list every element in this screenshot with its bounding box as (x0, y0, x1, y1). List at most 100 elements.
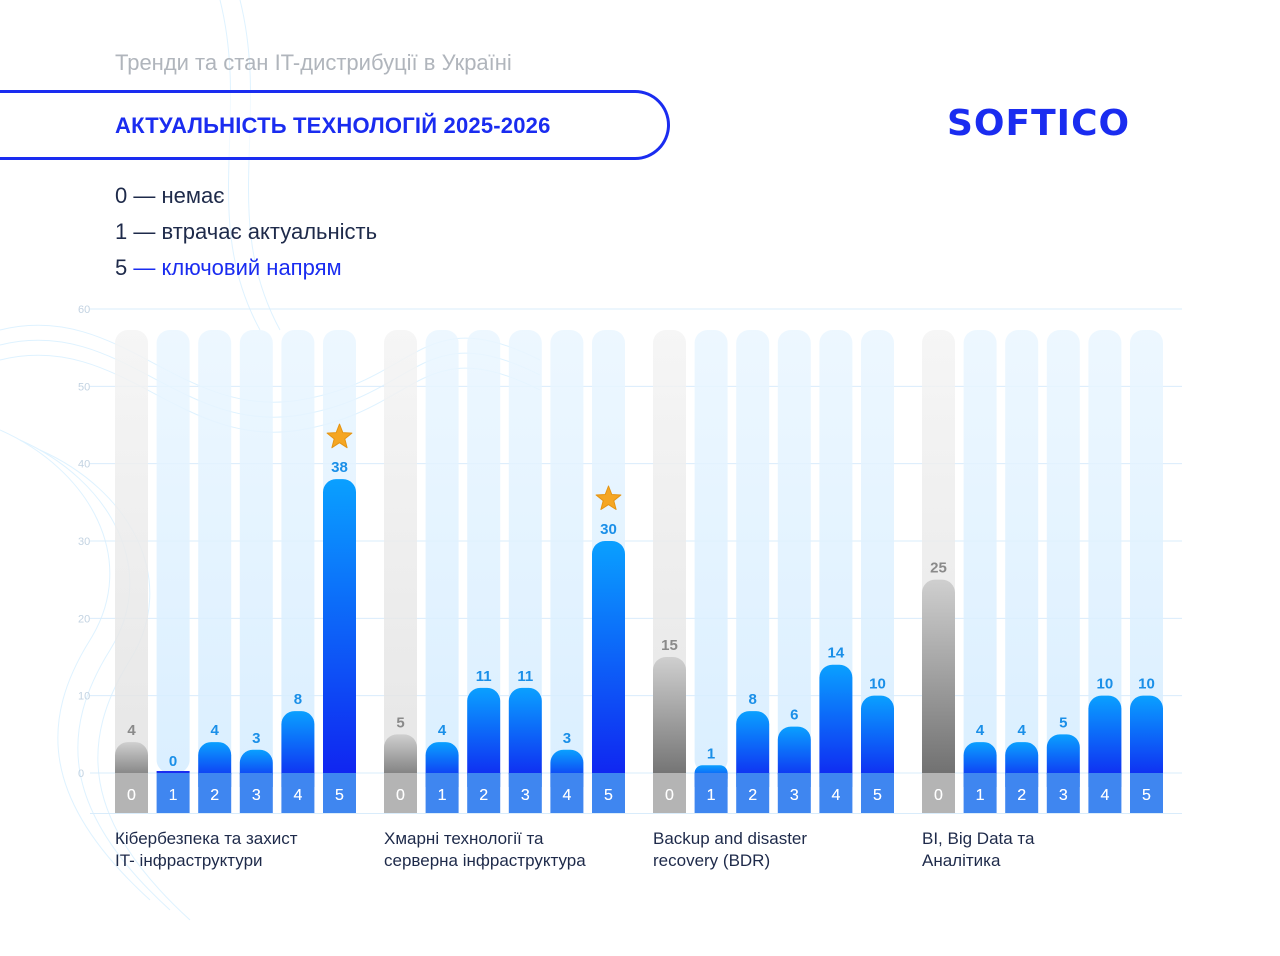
bar-track (239, 330, 273, 773)
bar-track (384, 330, 417, 773)
category-label: 0 (934, 787, 943, 804)
value-label: 3 (252, 730, 260, 747)
legend-text: — ключовий напрям (133, 255, 342, 280)
category-box-cap (425, 773, 459, 787)
category-label: 1 (707, 787, 716, 804)
value-label: 8 (749, 691, 757, 708)
bar-track (1005, 330, 1039, 773)
category-label: 0 (665, 787, 674, 804)
value-label: 4 (976, 722, 985, 739)
y-tick-label: 20 (78, 613, 90, 625)
bar-track (736, 330, 770, 773)
legend-item-1: 1 — втрачає актуальність (115, 219, 377, 245)
group-label-backup: Backup and disaster recovery (BDR) (653, 828, 807, 872)
bar (777, 726, 811, 786)
bar (1130, 695, 1163, 786)
report-subtitle: Тренди та стан IT-дистрибуції в Україні (115, 50, 512, 75)
y-tick-label: 0 (78, 768, 84, 780)
bar-track (156, 330, 190, 773)
y-tick-label: 50 (78, 381, 90, 393)
bar (156, 771, 190, 773)
category-label: 5 (1142, 787, 1151, 804)
category-label: 2 (479, 787, 488, 804)
category-label: 3 (521, 787, 530, 804)
category-box-cap (1088, 773, 1122, 787)
category-label: 0 (396, 787, 405, 804)
group-label-cybersecurity: Кібербезпека та захист IT- інфраструктур… (115, 828, 298, 872)
group-label-line: Хмарні технології та (384, 829, 544, 848)
bar (592, 541, 625, 786)
category-box-cap (239, 773, 273, 787)
bar-track (425, 330, 459, 773)
category-label: 5 (335, 787, 344, 804)
bar-track (694, 330, 728, 773)
bar (323, 479, 356, 786)
y-tick-label: 30 (78, 536, 90, 548)
category-label: 3 (252, 787, 261, 804)
y-tick-label: 10 (78, 691, 90, 703)
category-box-cap (115, 773, 148, 787)
category-label: 0 (396, 787, 405, 804)
category-box-cap (819, 773, 853, 787)
category-box-cap (1005, 773, 1039, 787)
bar (1088, 695, 1122, 786)
value-label: 11 (476, 668, 492, 685)
bar (467, 687, 501, 786)
value-label: 25 (930, 560, 947, 577)
category-label: 5 (604, 787, 613, 804)
y-tick-label: 60 (78, 304, 90, 316)
value-label: 10 (1097, 676, 1114, 693)
bar-track (115, 330, 148, 773)
value-label: 11 (517, 668, 533, 685)
value-label: 8 (294, 691, 302, 708)
category-label: 1 (976, 787, 985, 804)
value-label: 14 (828, 645, 845, 662)
value-label: 10 (869, 676, 886, 693)
category-label: 2 (479, 787, 488, 804)
category-label: 0 (934, 787, 943, 804)
legend-item-5: 5 — ключовий напрям (115, 255, 342, 281)
category-box-cap (694, 773, 728, 787)
value-label: 3 (563, 730, 571, 747)
category-box-cap (653, 773, 686, 787)
category-label: 3 (790, 787, 799, 804)
value-label: 5 (396, 714, 404, 731)
category-label: 4 (831, 787, 840, 804)
bar-track (508, 330, 542, 773)
category-label: 2 (210, 787, 219, 804)
category-label: 1 (438, 787, 447, 804)
category-box-cap (777, 773, 811, 787)
category-label: 3 (521, 787, 530, 804)
category-label: 2 (748, 787, 757, 804)
title-banner (0, 90, 670, 160)
category-box-cap (592, 773, 625, 787)
bar-track (819, 330, 853, 773)
group-label-line: Аналітика (922, 851, 1001, 870)
bar-track (198, 330, 232, 773)
category-label: 1 (438, 787, 447, 804)
category-label: 4 (562, 787, 571, 804)
category-label: 3 (790, 787, 799, 804)
legend-text: — втрачає актуальність (133, 219, 378, 244)
page-title: АКТУАЛЬНІСТЬ ТЕХНОЛОГІЙ 2025-2026 (115, 113, 551, 138)
value-label: 4 (211, 722, 220, 739)
category-box (156, 773, 190, 813)
category-label: 0 (127, 787, 136, 804)
category-box-cap (963, 773, 997, 787)
category-label: 2 (1017, 787, 1026, 804)
bar-track (281, 330, 315, 773)
group-label-line: Кібербезпека та захист (115, 829, 298, 848)
bar (736, 711, 770, 786)
category-label: 5 (335, 787, 344, 804)
group-label-cloud: Хмарні технології та серверна інфраструк… (384, 828, 586, 872)
bar (819, 664, 853, 786)
value-label: 10 (1138, 676, 1155, 693)
bar-track (550, 330, 584, 773)
bar (508, 687, 542, 786)
legend-item-0: 0 — немає (115, 183, 224, 209)
bar-track (963, 330, 997, 773)
category-label: 4 (1100, 787, 1109, 804)
category-label: 4 (293, 787, 302, 804)
category-box-cap (550, 773, 584, 787)
bar-track (777, 330, 811, 773)
